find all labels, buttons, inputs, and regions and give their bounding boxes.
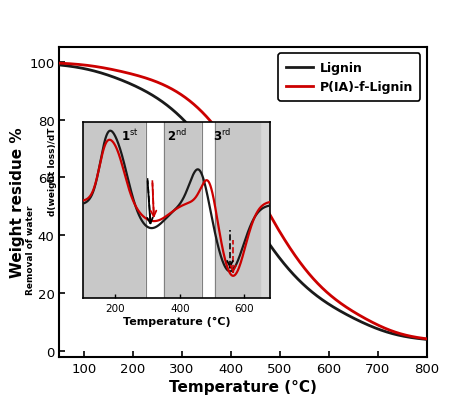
- Lignin: [120, 79, 126, 84]
- Lignin: [424, 337, 429, 342]
- Line: Lignin: Lignin: [59, 66, 427, 340]
- P(IA)-f-Lignin: [98, 66, 104, 71]
- Text: 3$^{\rm rd}$: 3$^{\rm rd}$: [213, 128, 231, 144]
- Lignin: [417, 336, 422, 341]
- Text: Removal of water: Removal of water: [26, 205, 35, 294]
- X-axis label: Temperature (°C): Temperature (°C): [123, 316, 230, 326]
- P(IA)-f-Lignin: [56, 61, 62, 66]
- Legend: Lignin, P(IA)-f-Lignin: Lignin, P(IA)-f-Lignin: [278, 55, 420, 101]
- Bar: [83, 122, 146, 299]
- Text: 2$^{\rm nd}$: 2$^{\rm nd}$: [166, 128, 187, 144]
- Lignin: [377, 328, 383, 332]
- P(IA)-f-Lignin: [424, 336, 429, 341]
- P(IA)-f-Lignin: [120, 70, 126, 75]
- P(IA)-f-Lignin: [197, 108, 203, 113]
- Text: d(weight loss)/dT: d(weight loss)/dT: [48, 128, 57, 216]
- Bar: [215, 122, 261, 299]
- Line: P(IA)-f-Lignin: P(IA)-f-Lignin: [59, 64, 427, 339]
- P(IA)-f-Lignin: [417, 336, 422, 340]
- Bar: [146, 122, 164, 299]
- Lignin: [213, 159, 219, 164]
- Bar: [202, 122, 215, 299]
- Lignin: [56, 63, 62, 68]
- Text: 1$^{\rm st}$: 1$^{\rm st}$: [121, 128, 138, 144]
- Lignin: [98, 71, 104, 76]
- P(IA)-f-Lignin: [213, 126, 219, 131]
- Y-axis label: Weight residue %: Weight residue %: [10, 128, 25, 277]
- X-axis label: Temperature (°C): Temperature (°C): [169, 379, 317, 394]
- Lignin: [197, 137, 203, 142]
- Bar: [164, 122, 202, 299]
- P(IA)-f-Lignin: [377, 324, 383, 328]
